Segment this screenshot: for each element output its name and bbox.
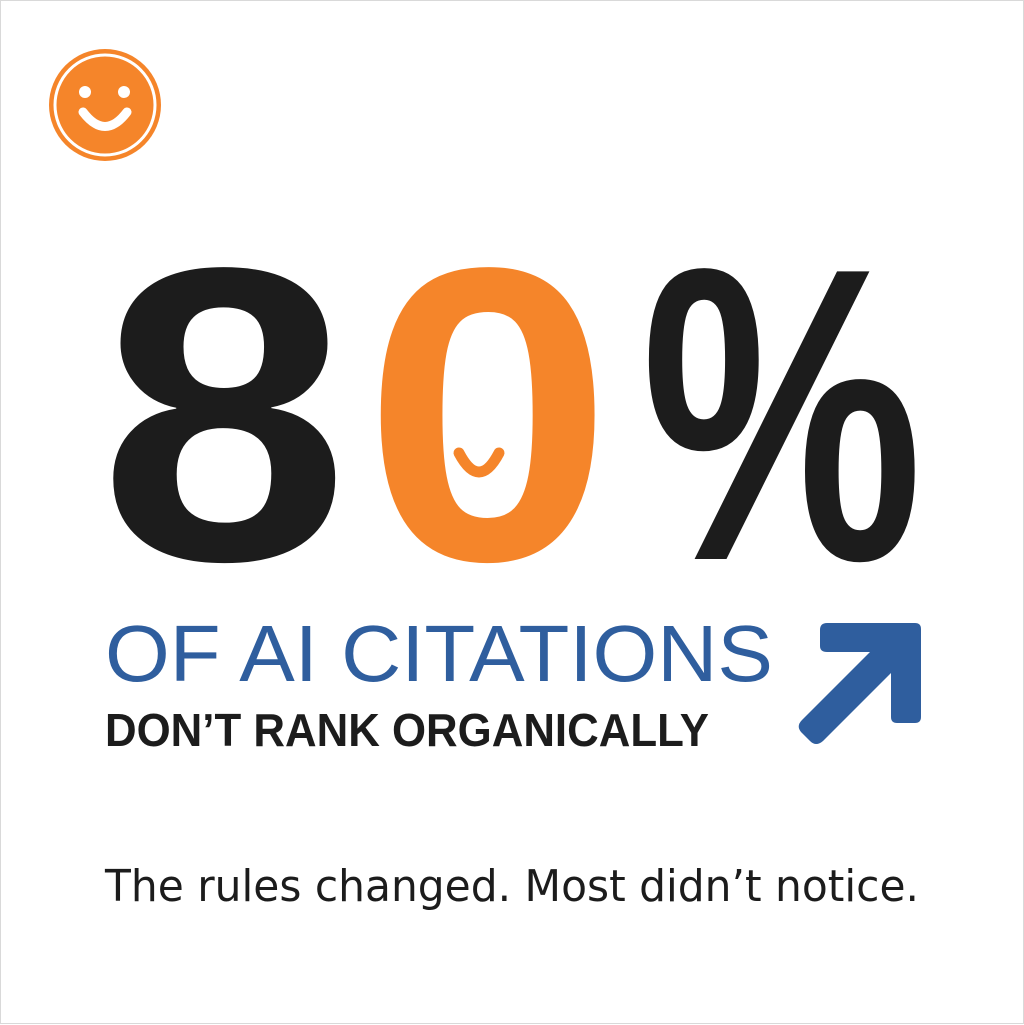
subhead-line2: DON’T RANK ORGANICALLY (105, 704, 709, 756)
smiley-face-icon (49, 49, 161, 161)
tagline: The rules changed. Most didn’t notice. (104, 861, 919, 912)
subhead-line1: OF AI CITATIONS (105, 609, 773, 698)
headline-digit-8: 8 (99, 181, 349, 648)
zero-smile-icon (453, 447, 505, 478)
headline-percent: % (641, 181, 923, 648)
arrow-up-right-icon (798, 623, 921, 744)
headline-digit-0: 0 (363, 181, 613, 648)
